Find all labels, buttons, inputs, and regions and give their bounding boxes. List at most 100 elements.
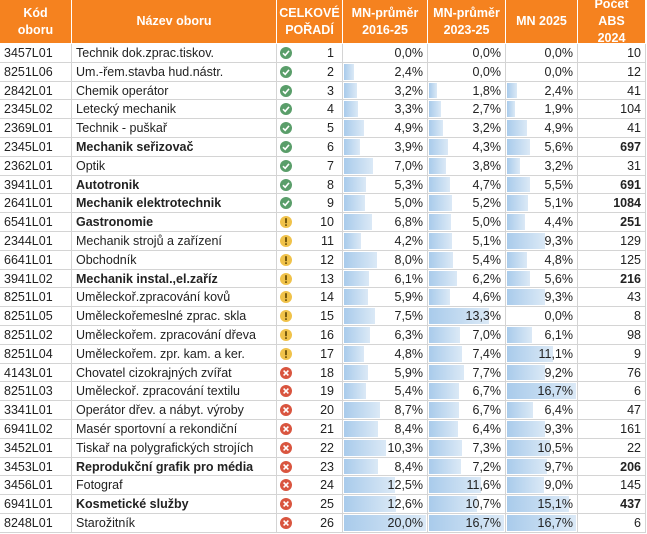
code-text: 2362L01 [4, 158, 53, 173]
mn-value: 6,7% [428, 401, 506, 420]
data-bar [507, 157, 521, 174]
mn-value: 13,3% [428, 307, 506, 326]
status-icon [280, 159, 292, 172]
mn-value-text: 0,0% [544, 309, 574, 324]
code: 3941L01 [0, 175, 72, 195]
abs-text: 43 [627, 290, 641, 305]
mn-value-text: 4,4% [544, 215, 574, 230]
name: Chemik operátor [72, 81, 277, 101]
header-rank-text: CELKOVÉ POŘADÍ [279, 5, 340, 37]
code: 4143L01 [0, 363, 72, 383]
mn-value: 2,4% [506, 81, 578, 101]
name: Tiskař na polygrafických strojích [72, 438, 277, 458]
mn-value-text: 6,7% [472, 384, 502, 399]
rank-text: 21 [320, 422, 334, 436]
data-bar [507, 496, 570, 512]
mn-value: 20,0% [343, 514, 428, 533]
rank: 23 [277, 457, 343, 477]
mn-value-text: 16,7% [465, 516, 501, 530]
mn-value-text: 4,3% [472, 140, 502, 154]
abs: 216 [578, 269, 646, 289]
code: 3341L01 [0, 401, 72, 420]
rank-text: 17 [320, 346, 334, 361]
abs: 6 [578, 514, 646, 533]
abs-text: 125 [620, 252, 641, 267]
abs-text: 98 [627, 328, 641, 342]
status-icon [280, 404, 292, 417]
mn-value: 7,0% [428, 326, 506, 345]
data-bar [429, 345, 463, 362]
code: 6641L01 [0, 250, 72, 270]
data-bar [429, 176, 451, 193]
abs-text: 10 [627, 46, 641, 60]
abs: 8 [578, 307, 646, 326]
abs: 125 [578, 250, 646, 270]
mn-value-text: 9,3% [544, 290, 574, 305]
data-bar [344, 289, 369, 306]
rank-text: 8 [327, 177, 334, 192]
mn-value-text: 16,7% [537, 384, 573, 399]
data-bar [429, 157, 447, 174]
header-rank: CELKOVÉ POŘADÍ [277, 0, 343, 44]
mn-value: 1,8% [428, 81, 506, 101]
mn-value-text: 5,4% [472, 252, 502, 267]
mn-value: 16,7% [428, 514, 506, 533]
rank: 25 [277, 495, 343, 514]
data-bar [429, 195, 453, 212]
data-bar [344, 496, 396, 512]
abs-text: 206 [620, 459, 641, 474]
mn-value-text: 6,4% [472, 422, 502, 436]
data-bar [507, 101, 515, 118]
mn-value: 6,3% [343, 326, 428, 345]
mn-value: 4,9% [343, 119, 428, 138]
mn-value: 3,2% [506, 156, 578, 176]
rank: 18 [277, 363, 343, 383]
mn-value: 9,3% [506, 420, 578, 439]
mn-value: 6,4% [506, 401, 578, 420]
code-text: 8251L01 [4, 290, 53, 305]
data-bar [507, 120, 528, 136]
data-bar [344, 270, 369, 287]
abs: 76 [578, 363, 646, 383]
mn-value: 6,8% [343, 213, 428, 232]
code: 8251L04 [0, 344, 72, 364]
abs-text: 691 [620, 177, 641, 192]
data-bar [344, 308, 375, 324]
mn-value: 5,4% [343, 382, 428, 402]
abs-text: 76 [627, 365, 641, 380]
data-bar [507, 251, 527, 268]
rank: 8 [277, 175, 343, 195]
mn-value: 9,0% [506, 476, 578, 496]
status-icon [280, 291, 292, 304]
mn-value-text: 5,4% [394, 384, 424, 399]
mn-value: 5,0% [428, 213, 506, 232]
mn-value: 8,0% [343, 250, 428, 270]
code: 8251L06 [0, 62, 72, 82]
mn-value: 10,5% [506, 438, 578, 458]
rank: 21 [277, 420, 343, 439]
data-bar [507, 327, 533, 343]
mn-value: 7,7% [428, 363, 506, 383]
header-mn-text: MN 2025 [516, 14, 567, 28]
header-mn: MN-průměr 2016-25 [343, 0, 428, 44]
code: 8251L03 [0, 382, 72, 402]
data-bar [429, 496, 478, 512]
code-text: 2345L01 [4, 140, 53, 154]
mn-value-text: 7,2% [472, 459, 502, 474]
mn-value: 6,1% [343, 269, 428, 289]
rank-text: 16 [320, 328, 334, 342]
abs-text: 12 [627, 64, 641, 79]
mn-value-text: 1,8% [472, 83, 502, 98]
data-bar [344, 345, 364, 362]
rank: 20 [277, 401, 343, 420]
mn-value-text: 7,0% [472, 328, 502, 342]
mn-value: 0,0% [343, 44, 428, 63]
mn-value-text: 5,2% [472, 196, 502, 211]
rank: 22 [277, 438, 343, 458]
abs-text: 161 [620, 422, 641, 436]
data-bar [429, 139, 449, 155]
status-icon [280, 310, 292, 323]
mn-value-text: 9,7% [544, 459, 574, 474]
name: Mechanik elektrotechnik [72, 194, 277, 214]
